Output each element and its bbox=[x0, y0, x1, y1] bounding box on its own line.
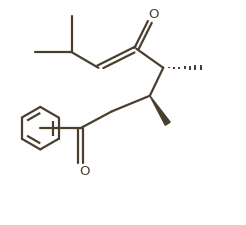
Text: O: O bbox=[79, 165, 90, 178]
Text: O: O bbox=[149, 8, 159, 21]
Polygon shape bbox=[150, 96, 170, 125]
